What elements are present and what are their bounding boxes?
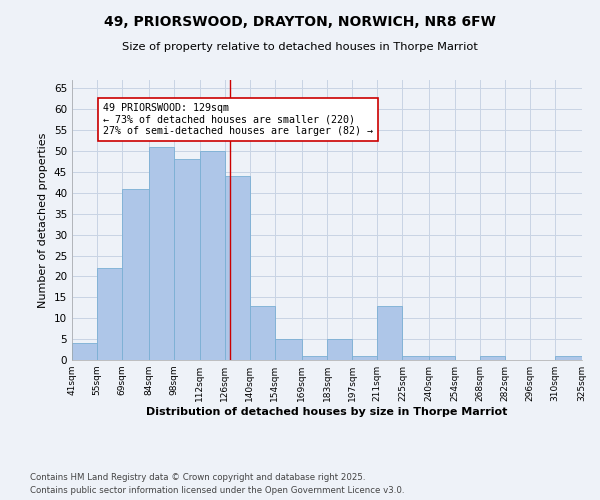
- X-axis label: Distribution of detached houses by size in Thorpe Marriot: Distribution of detached houses by size …: [146, 407, 508, 417]
- Bar: [224, 176, 250, 360]
- Text: 49, PRIORSWOOD, DRAYTON, NORWICH, NR8 6FW: 49, PRIORSWOOD, DRAYTON, NORWICH, NR8 6F…: [104, 15, 496, 29]
- Bar: [149, 147, 175, 360]
- Y-axis label: Number of detached properties: Number of detached properties: [38, 132, 49, 308]
- Bar: [250, 306, 275, 360]
- Bar: [352, 356, 377, 360]
- Text: Size of property relative to detached houses in Thorpe Marriot: Size of property relative to detached ho…: [122, 42, 478, 52]
- Bar: [275, 339, 302, 360]
- Text: 49 PRIORSWOOD: 129sqm
← 73% of detached houses are smaller (220)
27% of semi-det: 49 PRIORSWOOD: 129sqm ← 73% of detached …: [103, 103, 373, 136]
- Bar: [479, 356, 505, 360]
- Text: Contains HM Land Registry data © Crown copyright and database right 2025.: Contains HM Land Registry data © Crown c…: [30, 472, 365, 482]
- Bar: [122, 188, 149, 360]
- Bar: [97, 268, 122, 360]
- Bar: [555, 356, 582, 360]
- Bar: [430, 356, 455, 360]
- Bar: [72, 344, 97, 360]
- Bar: [377, 306, 403, 360]
- Bar: [302, 356, 327, 360]
- Bar: [403, 356, 430, 360]
- Text: Contains public sector information licensed under the Open Government Licence v3: Contains public sector information licen…: [30, 486, 404, 495]
- Bar: [327, 339, 352, 360]
- Bar: [175, 160, 199, 360]
- Bar: [199, 151, 224, 360]
